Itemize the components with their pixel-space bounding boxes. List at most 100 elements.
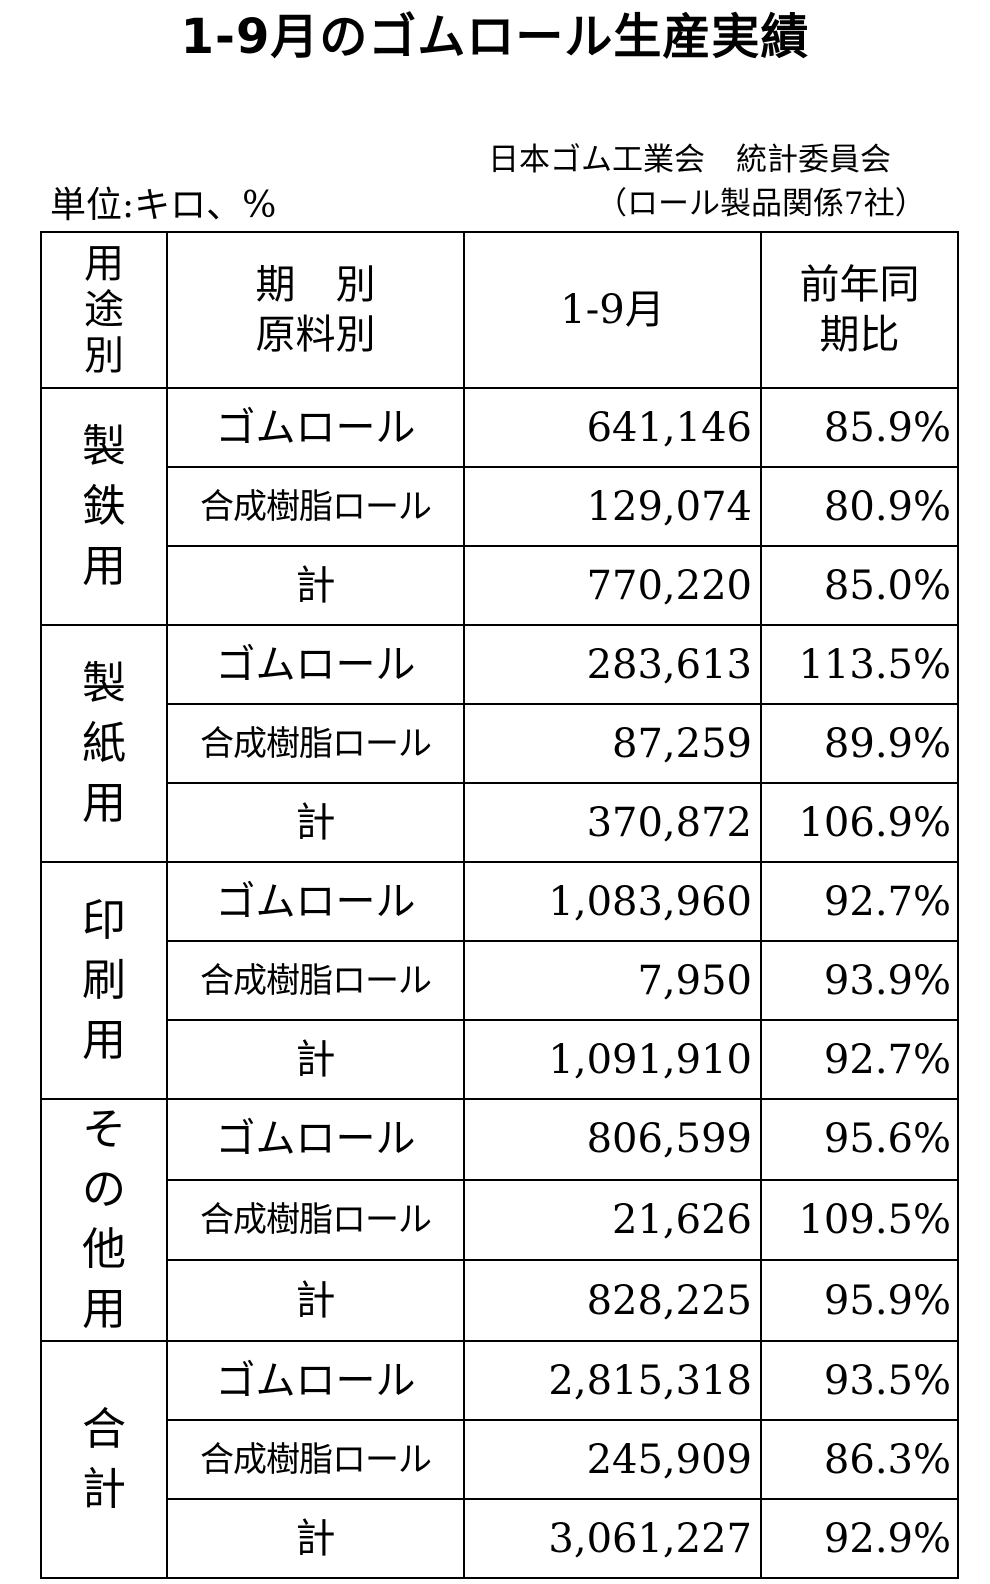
table-row: 印刷用 ゴムロール 1,083,960 92.7% [40,861,959,1100]
category-label: その他用 [82,1104,126,1335]
yoy-cell: 93.9% [760,940,959,1021]
material-label: ゴムロール [215,1116,416,1163]
header-category-cell: 用途別 [40,231,168,389]
production-value: 87,259 [612,720,752,767]
table-row: 計 1,091,910 92.7% [41,1019,959,1100]
table-row: 合成樹脂ロール 7,950 93.9% [41,940,959,1021]
yoy-percent: 85.0% [823,562,951,609]
value-cell: 129,074 [463,466,762,547]
material-label: ゴムロール [215,1357,416,1404]
material-cell: 計 [166,782,465,863]
material-label: 計 [295,799,336,846]
yoy-percent: 95.6% [823,1116,951,1163]
yoy-percent: 85.9% [823,404,951,451]
category-label: 合計 [82,1403,126,1515]
value-cell: 370,872 [463,782,762,863]
value-cell: 770,220 [463,545,762,626]
production-value: 641,146 [586,404,752,451]
value-cell: 3,061,227 [463,1498,762,1579]
header-period: 期 別 [255,262,376,308]
material-label: 計 [295,1277,336,1324]
material-cell: ゴムロール [166,387,465,468]
yoy-cell: 113.5% [760,624,959,705]
header-yoy: 前年同期比 [799,262,920,358]
production-value: 828,225 [586,1277,752,1324]
material-cell: ゴムロール [166,1340,465,1421]
production-value: 770,220 [586,562,752,609]
yoy-cell: 95.6% [760,1098,959,1181]
production-value: 21,626 [612,1196,752,1243]
header-yoy-cell: 前年同期比 [760,231,959,389]
production-value: 1,091,910 [548,1036,752,1083]
material-cell: ゴムロール [166,1098,465,1181]
material-cell: 計 [166,1498,465,1579]
production-value: 245,909 [586,1436,752,1483]
yoy-cell: 80.9% [760,466,959,547]
value-cell: 828,225 [463,1259,762,1342]
material-cell: 合成樹脂ロール [166,703,465,784]
material-label: 合成樹脂ロール [200,1199,432,1240]
table-header-row: 用途別 期 別 原料別 1-9月 前年同期比 [40,231,959,389]
table-row: 合成樹脂ロール 21,626 109.5% [41,1178,959,1262]
header-period-material-cell: 期 別 原料別 [166,231,465,389]
yoy-percent: 93.5% [823,1357,951,1404]
category-cell: その他用 [40,1098,168,1342]
material-cell: 計 [166,1019,465,1100]
yoy-cell: 89.9% [760,703,959,784]
yoy-percent: 89.9% [823,720,951,767]
table-row: 製鉄用 ゴムロール 641,146 85.9% [40,387,959,626]
yoy-cell: 92.9% [760,1498,959,1579]
table-row: 計 370,872 106.9% [41,782,959,863]
category-cell: 製鉄用 [40,387,168,626]
value-cell: 641,146 [463,387,762,468]
material-label: 合成樹脂ロール [200,723,432,764]
header-value-cell: 1-9月 [463,231,762,389]
material-label: 計 [295,1515,336,1562]
production-value: 806,599 [586,1116,752,1163]
material-label: 計 [295,562,336,609]
table-row: 計 770,220 85.0% [41,545,959,626]
yoy-percent: 95.9% [823,1277,951,1324]
production-value: 283,613 [586,641,752,688]
yoy-percent: 106.9% [798,799,951,846]
source-organization: 日本ゴム工業会 統計委員会 [488,142,891,178]
production-table: 用途別 期 別 原料別 1-9月 前年同期比 製鉄用 ゴムロール 641,146 85… [40,231,959,1579]
yoy-cell: 92.7% [760,1019,959,1100]
material-label: 合成樹脂ロール [200,486,432,527]
value-cell: 245,909 [463,1419,762,1500]
yoy-percent: 113.5% [798,641,951,688]
category-label: 製紙用 [82,657,126,829]
header-material: 原料別 [255,312,376,358]
table-row: 合成樹脂ロール 129,074 80.9% [41,466,959,547]
value-cell: 7,950 [463,940,762,1021]
material-cell: 合成樹脂ロール [166,1178,465,1262]
value-cell: 21,626 [463,1178,762,1262]
material-label: 合成樹脂ロール [200,960,432,1001]
value-cell: 1,091,910 [463,1019,762,1100]
page-title: 1-9月のゴムロール生産実績 [180,9,810,65]
material-cell: 合成樹脂ロール [166,466,465,547]
table-row: 計 3,061,227 92.9% [41,1498,959,1579]
header-period-value: 1-9月 [560,287,665,333]
category-label: 製鉄用 [82,420,126,592]
material-label: 合成樹脂ロール [200,1439,432,1480]
table-row: 合成樹脂ロール 245,909 86.3% [41,1419,959,1500]
category-cell: 製紙用 [40,624,168,863]
yoy-percent: 109.5% [798,1196,951,1243]
material-cell: ゴムロール [166,624,465,705]
unit-label: 単位:キロ、% [50,185,277,226]
production-value: 3,061,227 [548,1515,752,1562]
material-cell: 合成樹脂ロール [166,940,465,1021]
yoy-cell: 93.5% [760,1340,959,1421]
yoy-cell: 95.9% [760,1259,959,1342]
yoy-percent: 86.3% [823,1436,951,1483]
material-cell: 計 [166,545,465,626]
production-value: 129,074 [586,483,752,530]
yoy-cell: 106.9% [760,782,959,863]
production-value: 2,815,318 [548,1357,752,1404]
yoy-percent: 92.7% [823,878,951,925]
header-category: 用途別 [84,241,124,379]
yoy-percent: 80.9% [823,483,951,530]
yoy-percent: 92.9% [823,1515,951,1562]
value-cell: 2,815,318 [463,1340,762,1421]
